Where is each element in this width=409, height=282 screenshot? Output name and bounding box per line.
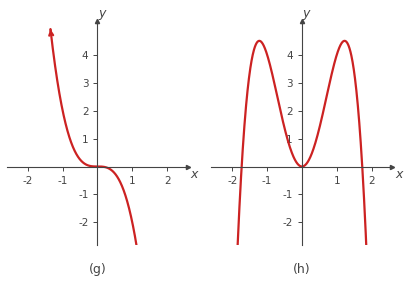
Text: (g): (g) xyxy=(89,263,106,276)
Text: y: y xyxy=(303,7,310,20)
Text: x: x xyxy=(191,168,198,181)
Text: (h): (h) xyxy=(293,263,311,276)
Text: x: x xyxy=(395,168,402,181)
Text: y: y xyxy=(98,7,106,20)
